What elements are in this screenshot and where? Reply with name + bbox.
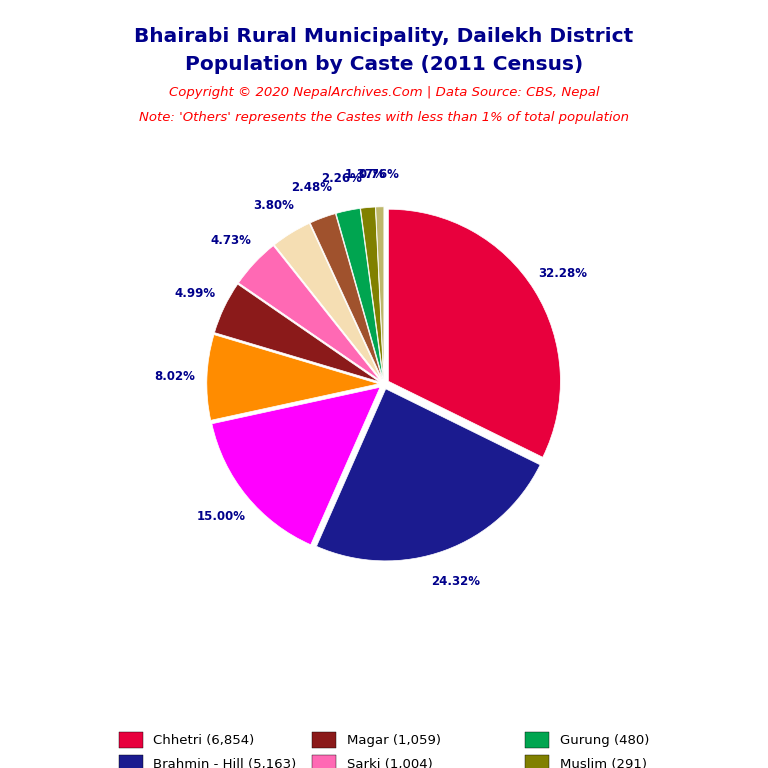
Wedge shape xyxy=(239,246,380,380)
Wedge shape xyxy=(214,284,379,382)
Text: Note: 'Others' represents the Castes with less than 1% of total population: Note: 'Others' represents the Castes wit… xyxy=(139,111,629,124)
Wedge shape xyxy=(310,214,382,379)
Wedge shape xyxy=(207,335,379,420)
Text: Bhairabi Rural Municipality, Dailekh District: Bhairabi Rural Municipality, Dailekh Dis… xyxy=(134,27,634,46)
Legend: Chhetri (6,854), Brahmin - Hill (5,163), Kami (3,185), Thakuri (1,702), Magar (1: Chhetri (6,854), Brahmin - Hill (5,163),… xyxy=(112,725,656,768)
Wedge shape xyxy=(376,207,384,379)
Wedge shape xyxy=(274,223,381,379)
Text: 32.28%: 32.28% xyxy=(538,266,587,280)
Text: 8.02%: 8.02% xyxy=(154,369,195,382)
Text: 24.32%: 24.32% xyxy=(432,574,480,588)
Text: 2.26%: 2.26% xyxy=(321,172,362,185)
Text: 2.48%: 2.48% xyxy=(291,180,332,194)
Wedge shape xyxy=(316,389,540,561)
Text: Population by Caste (2011 Census): Population by Caste (2011 Census) xyxy=(185,55,583,74)
Wedge shape xyxy=(389,209,561,457)
Text: Copyright © 2020 NepalArchives.Com | Data Source: CBS, Nepal: Copyright © 2020 NepalArchives.Com | Dat… xyxy=(169,86,599,99)
Wedge shape xyxy=(361,207,383,379)
Wedge shape xyxy=(212,387,380,545)
Text: 4.99%: 4.99% xyxy=(174,287,215,300)
Text: 1.37%: 1.37% xyxy=(345,168,386,181)
Wedge shape xyxy=(336,208,383,379)
Text: 0.76%: 0.76% xyxy=(359,167,399,180)
Text: 3.80%: 3.80% xyxy=(253,199,295,212)
Text: 15.00%: 15.00% xyxy=(197,510,246,523)
Text: 4.73%: 4.73% xyxy=(210,234,251,247)
